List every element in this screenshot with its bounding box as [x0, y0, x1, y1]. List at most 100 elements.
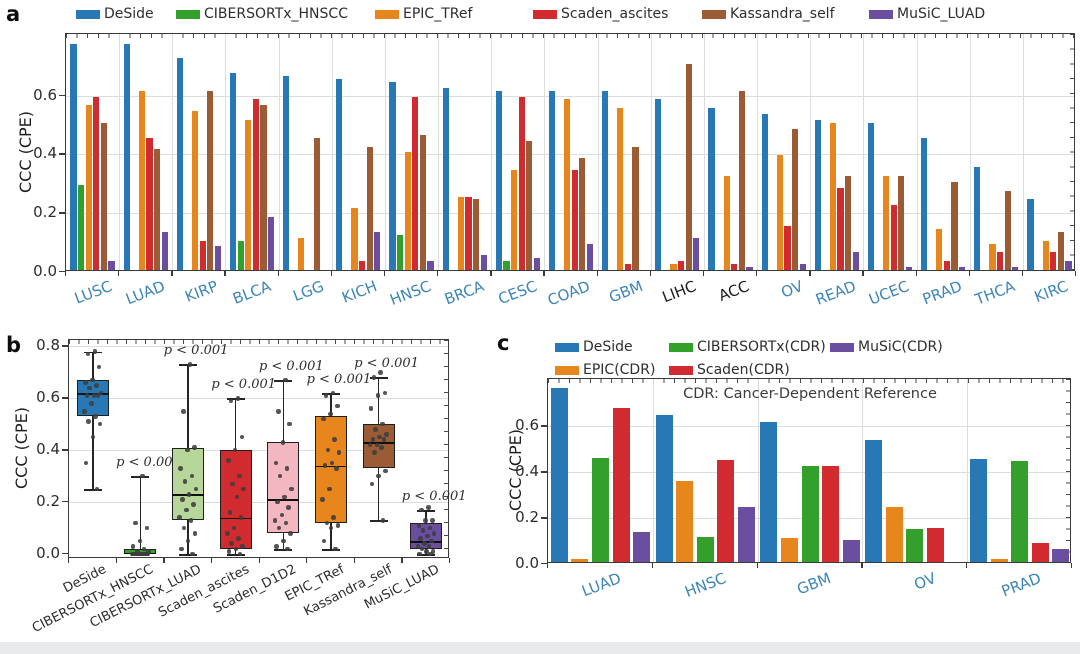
xtick-mark — [68, 558, 70, 563]
point-Kassandra_self — [379, 445, 384, 450]
point-CIBERSORTx_LUAD — [191, 502, 196, 507]
bar-MuSiC_LUAD-CESC — [533, 258, 540, 270]
gridline-y — [69, 502, 448, 504]
point-CIBERSORTx_LUAD — [192, 530, 198, 536]
bar-DeSide-HNSC — [389, 81, 396, 270]
bar-Scaden(CDR)-OV — [926, 527, 944, 562]
whisker-cap-low-Scaden_D1D2 — [274, 548, 293, 551]
legend-label: Scaden(CDR) — [697, 362, 790, 378]
xtick-mark — [543, 271, 545, 276]
point-CIBERSORTx_HNSCC — [146, 549, 151, 554]
point-Scaden_ascites — [235, 395, 241, 401]
point-Scaden_D1D2 — [285, 546, 290, 552]
legend-label: Scaden_ascites — [561, 6, 669, 22]
point-EPIC_TRef — [325, 447, 331, 453]
point-DeSide — [97, 421, 103, 427]
point-DeSide — [89, 401, 94, 406]
gridline-x — [916, 34, 918, 270]
point-MuSiC_LUAD — [426, 504, 431, 510]
xtick-mark — [966, 563, 968, 568]
xtick-mark — [210, 558, 213, 563]
ytick-label: 0.0 — [33, 262, 57, 280]
bar-Scaden_ascites-BRCA — [465, 196, 472, 270]
gridline-x — [1022, 34, 1024, 270]
legend-label: CIBERSORTx(CDR) — [697, 339, 826, 355]
point-Scaden_D1D2 — [283, 377, 288, 383]
whisker-upper-CIBERSORTx_LUAD — [187, 364, 189, 448]
panel-a-label: a — [6, 2, 21, 26]
xtick-mark — [1021, 271, 1024, 276]
bar-EPIC(CDR)-GBM — [780, 537, 798, 562]
ytick-mark — [59, 271, 65, 273]
ytick-label: 0.2 — [36, 492, 60, 511]
bar-Kassandra_self-CESC — [526, 140, 533, 270]
point-Kassandra_self — [372, 450, 377, 456]
bar-Kassandra_self-KICH — [366, 146, 373, 270]
point-Scaden_D1D2 — [284, 466, 290, 471]
bar-EPIC_TRef-READ — [829, 123, 837, 270]
point-EPIC_TRef — [320, 497, 325, 502]
bar-MuSiC_LUAD-OV — [799, 264, 806, 270]
xtick-mark — [163, 558, 165, 563]
gridline-x — [757, 379, 759, 562]
point-EPIC_TRef — [328, 411, 333, 417]
point-Kassandra_self — [367, 442, 373, 448]
ytick-label: 0.8 — [36, 336, 60, 355]
xtick-mark — [490, 271, 492, 276]
ytick-label: 0.6 — [515, 416, 539, 435]
bar-MuSiC(CDR)-HNSC — [737, 506, 755, 562]
p-value-label-Scaden_D1D2: p < 0.001 — [258, 359, 324, 375]
box-CIBERSORTx_LUAD — [172, 447, 205, 521]
legend-swatch-Scaden(CDR) — [669, 365, 693, 375]
legend-swatch-Scaden_ascites — [533, 9, 557, 19]
point-Scaden_ascites — [233, 546, 239, 552]
bar-Scaden_ascites-KIRP — [199, 240, 206, 270]
xtick-mark — [171, 271, 173, 276]
legend-label: DeSide — [583, 339, 633, 355]
bar-EPIC_TRef-LUSC — [85, 105, 92, 270]
category-label-LUAD: LUAD — [579, 569, 624, 601]
bar-EPIC(CDR)-HNSC — [676, 480, 694, 562]
whisker-lower-CIBERSORTx_LUAD — [187, 520, 189, 554]
bar-CIBERSORTx(CDR)-LUAD — [591, 457, 609, 562]
ytick-mark — [541, 563, 547, 565]
point-DeSide — [85, 351, 91, 357]
category-label-GBM: GBM — [794, 569, 834, 599]
whisker-cap-high-Kassandra_self — [369, 377, 388, 380]
whisker-lower-Kassandra_self — [377, 468, 380, 521]
point-CIBERSORTx_HNSCC — [140, 473, 145, 479]
ytick-label: 0.4 — [36, 440, 60, 459]
bar-DeSide-READ — [814, 120, 821, 270]
minor-ticks-top — [69, 340, 448, 344]
point-MuSiC_LUAD — [418, 536, 423, 541]
bar-Kassandra_self-LGG — [313, 137, 320, 270]
gridline-x — [862, 379, 864, 562]
point-EPIC_TRef — [335, 523, 341, 528]
xtick-mark — [306, 558, 308, 563]
legend-swatch-DeSide — [555, 342, 579, 352]
bar-EPIC_TRef-LGG — [298, 237, 305, 270]
bar-Scaden_ascites-LIHC — [678, 261, 685, 270]
point-Scaden_ascites — [240, 543, 245, 549]
p-value-label-CIBERSORTx_LUAD: p < 0.001 — [163, 343, 229, 359]
bar-DeSide-ACC — [708, 108, 715, 270]
ytick-mark — [541, 471, 547, 473]
bar-DeSide-BLCA — [229, 73, 237, 270]
point-Scaden_D1D2 — [282, 494, 287, 500]
bar-MuSiC_LUAD-LIHC — [693, 237, 700, 270]
point-CIBERSORTx_HNSCC — [145, 551, 150, 557]
p-value-label-Kassandra_self: p < 0.001 — [354, 356, 419, 372]
xtick-mark — [115, 558, 117, 563]
bar-DeSide-LUAD — [123, 43, 130, 270]
bar-EPIC_TRef-COAD — [564, 99, 571, 270]
point-Scaden_ascites — [234, 494, 240, 500]
ytick-mark — [59, 153, 65, 155]
whisker-lower-Scaden_ascites — [234, 548, 237, 554]
point-MuSiC_LUAD — [427, 525, 433, 531]
point-MuSiC_LUAD — [424, 549, 429, 554]
point-MuSiC_LUAD — [430, 549, 436, 554]
legend-swatch-MuSiC_LUAD — [869, 9, 893, 19]
bar-DeSide-LGG — [283, 75, 290, 270]
point-CIBERSORTx_HNSCC — [137, 538, 143, 544]
